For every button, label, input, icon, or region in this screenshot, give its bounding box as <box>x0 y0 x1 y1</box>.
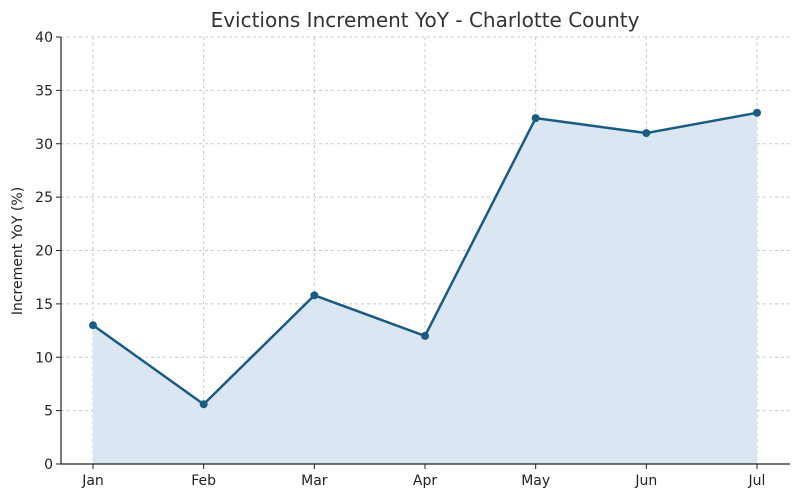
y-tick-label: 10 <box>35 350 53 366</box>
x-tick-label: Feb <box>191 473 216 489</box>
y-ticks: 0 5 10 15 20 25 30 35 40 <box>35 30 61 473</box>
x-ticks: Jan Feb Mar Apr May Jun Jul <box>81 464 765 489</box>
data-points <box>89 108 761 409</box>
x-tick-label: Jan <box>81 473 104 489</box>
point-jul <box>753 108 761 117</box>
point-jun <box>642 129 651 138</box>
y-tick-label: 20 <box>35 244 53 260</box>
point-feb <box>199 400 208 409</box>
area-fill <box>93 112 757 464</box>
x-tick-label: Jul <box>748 473 766 489</box>
y-tick-label: 0 <box>44 457 53 473</box>
point-may <box>531 114 540 123</box>
point-apr <box>421 331 429 340</box>
y-tick-label: 5 <box>44 404 53 420</box>
x-tick-label: Jun <box>634 473 657 489</box>
y-tick-label: 35 <box>35 83 53 99</box>
chart-title: Evictions Increment YoY - Charlotte Coun… <box>211 8 640 32</box>
x-tick-label: Apr <box>413 473 437 489</box>
y-tick-label: 40 <box>35 30 53 46</box>
point-mar <box>310 291 319 300</box>
x-tick-label: Mar <box>301 473 328 489</box>
y-tick-label: 25 <box>35 190 53 206</box>
y-axis-label: Increment YoY (%) <box>10 187 26 315</box>
x-tick-label: May <box>521 473 550 489</box>
y-tick-label: 15 <box>35 297 53 313</box>
y-tick-label: 30 <box>35 137 53 153</box>
point-jan <box>89 321 97 330</box>
